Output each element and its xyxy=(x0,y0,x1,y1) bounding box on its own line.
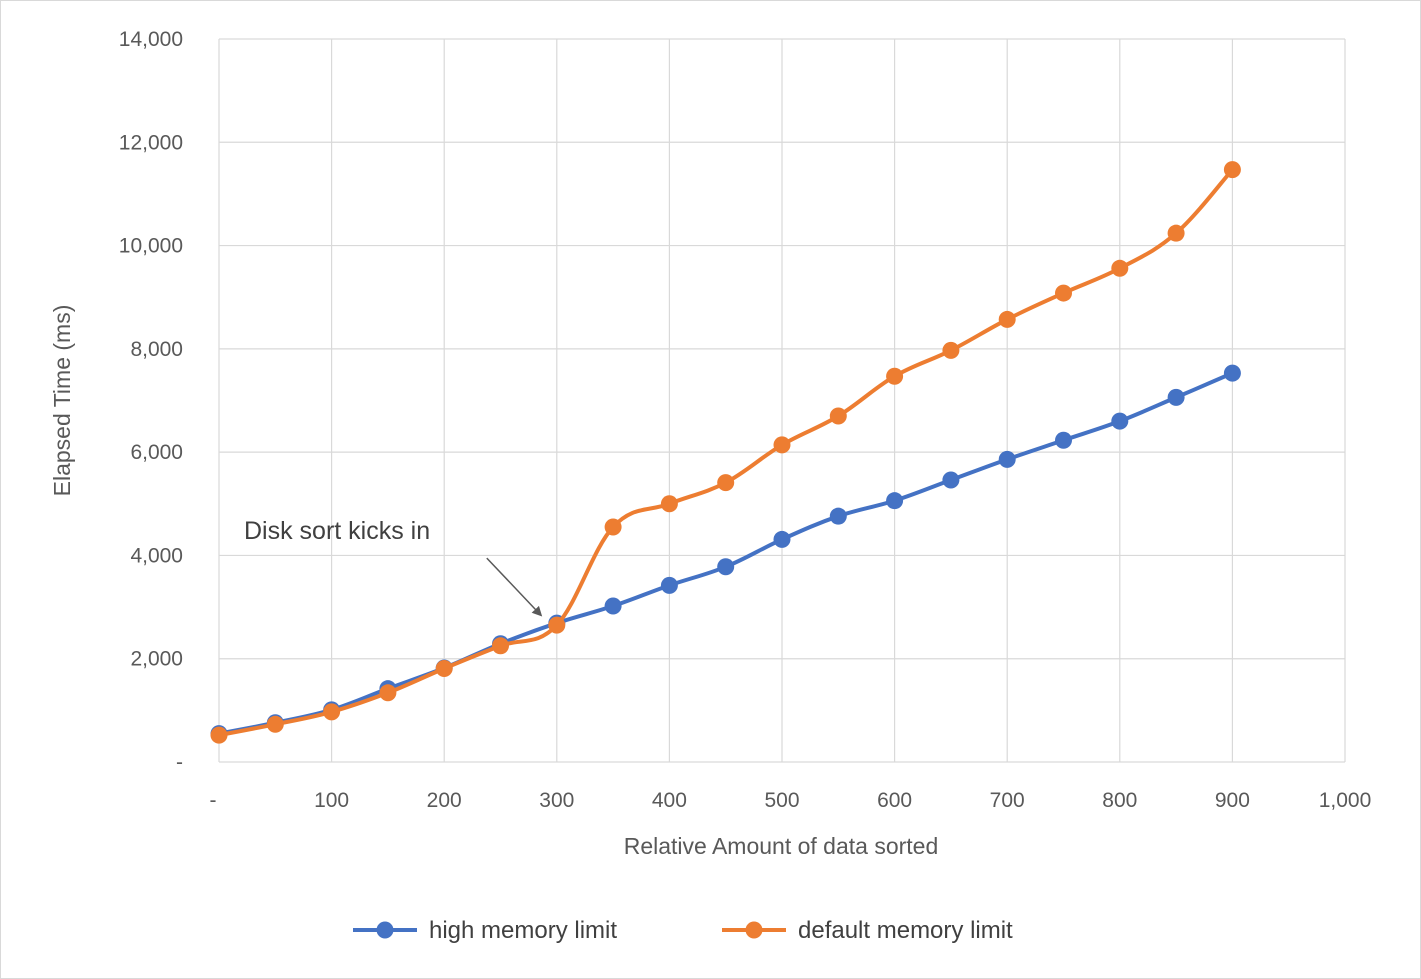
data-point xyxy=(1055,431,1072,449)
legend: high memory limit default memory limit xyxy=(353,917,1013,944)
data-point xyxy=(829,507,847,525)
annotation: Disk sort kicks in xyxy=(244,517,543,617)
data-point xyxy=(886,367,904,385)
data-point xyxy=(435,660,453,678)
data-point xyxy=(1223,161,1241,179)
legend-item: default memory limit xyxy=(722,917,1013,944)
legend-item: high memory limit xyxy=(353,917,617,944)
data-point xyxy=(717,474,735,492)
x-tick-label: 200 xyxy=(427,789,462,812)
data-point xyxy=(1111,259,1129,277)
series-default-memory-limit xyxy=(210,161,1241,744)
data-point xyxy=(942,341,960,359)
x-tick-label: 100 xyxy=(314,789,349,812)
data-point xyxy=(1223,364,1241,382)
y-axis-title: Elapsed Time (ms) xyxy=(49,305,75,497)
data-point xyxy=(492,637,509,655)
annotation-arrow xyxy=(486,557,543,617)
x-tick-label: 500 xyxy=(764,789,799,812)
data-point xyxy=(660,495,678,513)
y-tick-label: 14,000 xyxy=(119,28,183,51)
legend-label: default memory limit xyxy=(798,917,1013,944)
legend-marker xyxy=(376,921,394,939)
data-point xyxy=(604,518,622,536)
axis-titles: Relative Amount of data sorted Elapsed T… xyxy=(49,305,938,859)
data-point xyxy=(773,530,791,548)
data-point xyxy=(604,597,622,615)
x-tick-label: 700 xyxy=(990,789,1025,812)
data-point xyxy=(1111,412,1129,430)
x-tick-label: 400 xyxy=(652,789,687,812)
x-tick-label: 600 xyxy=(877,789,912,812)
data-point xyxy=(998,450,1016,468)
data-point xyxy=(660,576,678,594)
y-tick-label: 2,000 xyxy=(130,648,183,671)
data-point xyxy=(548,616,566,634)
data-point xyxy=(998,310,1016,328)
data-point xyxy=(829,407,847,425)
y-tick-label: 12,000 xyxy=(119,131,183,154)
x-tick-label: 1,000 xyxy=(1319,789,1372,812)
tick-labels: - 2,000 4,000 6,000 8,000 10,000 12,000 14,000 -… xyxy=(119,28,1372,812)
series-line xyxy=(217,371,1235,736)
series-high-memory-limit xyxy=(210,364,1241,743)
y-tick-label: 10,000 xyxy=(119,235,183,258)
series xyxy=(210,161,1241,744)
data-point xyxy=(886,492,904,510)
y-tick-label: 6,000 xyxy=(130,441,183,464)
data-point xyxy=(1167,388,1185,406)
data-point xyxy=(942,471,960,489)
data-point xyxy=(1055,284,1072,302)
annotation-label: Disk sort kicks in xyxy=(244,517,430,545)
data-point xyxy=(773,436,791,454)
data-point xyxy=(717,558,735,576)
data-point xyxy=(1167,224,1185,242)
data-point xyxy=(323,703,341,721)
data-point xyxy=(210,726,228,744)
legend-label: high memory limit xyxy=(429,917,617,944)
data-point xyxy=(379,684,397,702)
x-tick-label: - xyxy=(210,789,217,812)
y-tick-label: 8,000 xyxy=(130,338,183,361)
legend-marker xyxy=(745,921,763,939)
x-axis-title: Relative Amount of data sorted xyxy=(624,833,939,859)
x-tick-label: 900 xyxy=(1215,789,1250,812)
y-tick-label: 4,000 xyxy=(130,544,183,567)
x-tick-label: 800 xyxy=(1102,789,1137,812)
x-tick-label: 300 xyxy=(539,789,574,812)
data-point xyxy=(266,715,284,733)
y-tick-label: - xyxy=(176,751,183,774)
